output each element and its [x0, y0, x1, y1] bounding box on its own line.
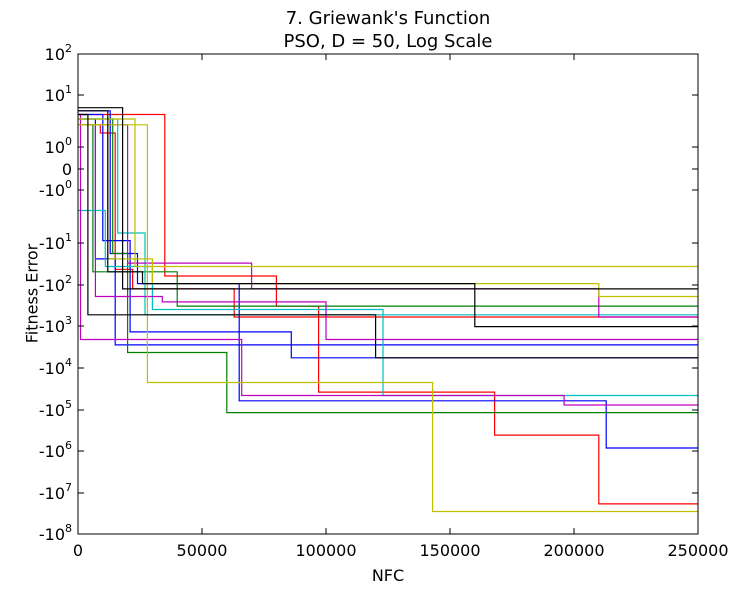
plot-frame [77, 53, 699, 535]
tick-layer: 0 50000 100000 150000 200000 250000 102 101 100 0… [39, 42, 729, 560]
y-tick-label: -106 [39, 439, 72, 461]
series-line-12 [78, 124, 698, 318]
y-tick-label: 100 [45, 135, 72, 157]
y-tick-label: 0 [62, 160, 72, 179]
x-tick-label: 50000 [177, 541, 228, 560]
y-tick-label: -103 [39, 314, 72, 336]
x-tick-label: 200000 [543, 541, 604, 560]
series-line-5 [78, 118, 698, 346]
y-axis-label: Fitness Error [22, 243, 42, 344]
series-line-3 [78, 110, 698, 449]
series-line-6 [78, 118, 698, 414]
series-line-2 [78, 113, 698, 505]
y-tick-label: 101 [45, 83, 72, 105]
y-tick-label: -101 [39, 231, 72, 253]
series-line-13 [78, 124, 698, 513]
y-tick-label: -104 [39, 356, 72, 378]
series-line-16 [78, 110, 698, 328]
x-tick-label: 100000 [295, 541, 356, 560]
series-line-11 [78, 113, 698, 406]
y-tick-label: -100 [39, 178, 72, 200]
x-tick-label: 150000 [419, 541, 480, 560]
series-line-10 [78, 124, 698, 341]
y-tick-label: -102 [39, 273, 72, 295]
y-tick-label: -107 [39, 481, 72, 503]
series-line-17 [78, 113, 698, 359]
chart-title-line-1: 7. Griewank's Function [285, 8, 491, 29]
y-tick-label: 102 [45, 42, 72, 64]
series-line-4 [78, 113, 698, 359]
series-line-18 [78, 107, 698, 290]
x-tick-label: 250000 [667, 541, 728, 560]
x-tick-label: 0 [73, 541, 83, 560]
chart-title-line-2: PSO, D = 50, Log Scale [283, 31, 493, 52]
y-tick-label: -105 [39, 398, 72, 420]
series-line-9 [78, 118, 698, 316]
x-axis-label: NFC [371, 566, 405, 585]
series-line-8 [78, 209, 698, 397]
series-line-14 [78, 118, 698, 268]
series-layer [78, 107, 698, 513]
series-line-15 [78, 124, 698, 298]
y-tick-label: -108 [39, 522, 72, 544]
series-line-1 [78, 124, 698, 318]
series-line-7 [78, 124, 698, 307]
